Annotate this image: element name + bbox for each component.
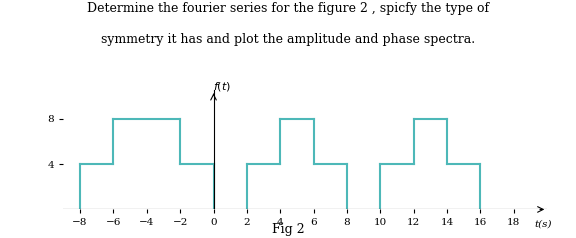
Text: Fig 2: Fig 2 [272, 223, 304, 236]
Text: $f(t)$: $f(t)$ [213, 80, 231, 93]
Text: t(s): t(s) [535, 220, 552, 229]
Text: symmetry it has and plot the amplitude and phase spectra.: symmetry it has and plot the amplitude a… [101, 33, 475, 46]
Text: Determine the fourier series for the figure 2 , spicfy the type of: Determine the fourier series for the fig… [87, 2, 489, 15]
